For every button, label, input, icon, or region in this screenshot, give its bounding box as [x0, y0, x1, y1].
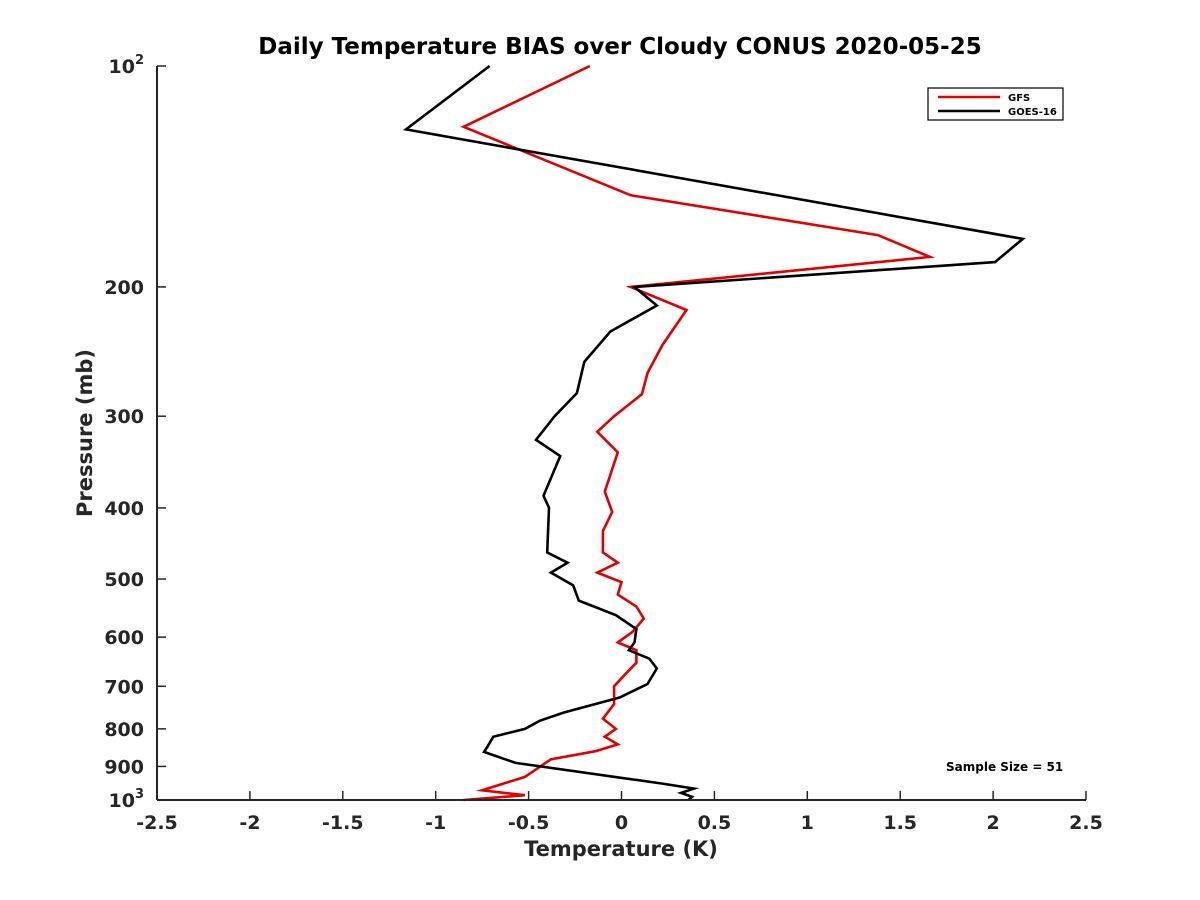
x-axis-ticks: -2.5 -2 -1.5 -1 -0.5 0 0.5 1 1.5 2 2.5: [136, 791, 1103, 834]
legend-box: [927, 87, 1064, 121]
legend-label-gfs: GFS: [1008, 93, 1030, 104]
x-tick-label: 2: [986, 812, 999, 834]
y-tick-label: 600: [104, 627, 144, 649]
y-tick-label: 103: [109, 787, 145, 812]
x-tick-label: -1: [425, 812, 446, 834]
x-tick-label: 0.5: [698, 812, 732, 834]
y-tick-label: 700: [104, 676, 144, 698]
y-tick-label: 200: [104, 277, 144, 299]
y-tick-label: 900: [104, 756, 144, 778]
legend: GFS GOES-16: [927, 87, 1064, 121]
y-axis-label: Pressure (mb): [73, 349, 97, 517]
x-tick-label: 2.5: [1069, 812, 1103, 834]
sample-size-annotation: Sample Size = 51: [946, 760, 1063, 774]
series-line-goes16: [402, 64, 1026, 801]
x-tick-label: 1: [801, 812, 814, 834]
x-tick-label: -1.5: [322, 812, 364, 834]
y-tick-label: 800: [104, 719, 144, 741]
series-line-gfs: [460, 64, 936, 802]
x-tick-label: 0: [615, 812, 628, 834]
y-tick-label: 102: [109, 53, 145, 78]
y-tick-label: 300: [104, 406, 144, 428]
x-tick-label: 1.5: [883, 812, 917, 834]
x-tick-label: -0.5: [508, 812, 550, 834]
chart-title: Daily Temperature BIAS over Cloudy CONUS…: [258, 34, 981, 60]
y-axis-ticks: 102 200 300 400 500 600 700 800 900 103: [104, 53, 166, 812]
legend-label-goes16: GOES-16: [1008, 107, 1057, 118]
series-layer: [402, 64, 1026, 802]
x-axis-label: Temperature (K): [524, 837, 718, 861]
x-tick-label: -2: [239, 812, 260, 834]
y-tick-label: 500: [104, 569, 144, 591]
y-tick-label: 400: [104, 498, 144, 520]
x-tick-label: -2.5: [136, 812, 178, 834]
